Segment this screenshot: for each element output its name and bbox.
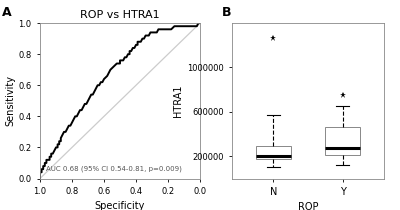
Y-axis label: Sensitivity: Sensitivity bbox=[6, 75, 16, 126]
FancyBboxPatch shape bbox=[256, 146, 291, 159]
Text: AUC 0.68 (95% CI 0.54-0.81, p=0.009): AUC 0.68 (95% CI 0.54-0.81, p=0.009) bbox=[46, 166, 182, 172]
X-axis label: Specificity: Specificity bbox=[95, 201, 145, 210]
FancyBboxPatch shape bbox=[325, 127, 360, 155]
X-axis label: ROP: ROP bbox=[298, 202, 318, 210]
Y-axis label: HTRA1: HTRA1 bbox=[173, 85, 183, 117]
Text: A: A bbox=[2, 6, 12, 19]
Text: B: B bbox=[222, 6, 232, 19]
Title: ROP vs HTRA1: ROP vs HTRA1 bbox=[80, 9, 160, 20]
